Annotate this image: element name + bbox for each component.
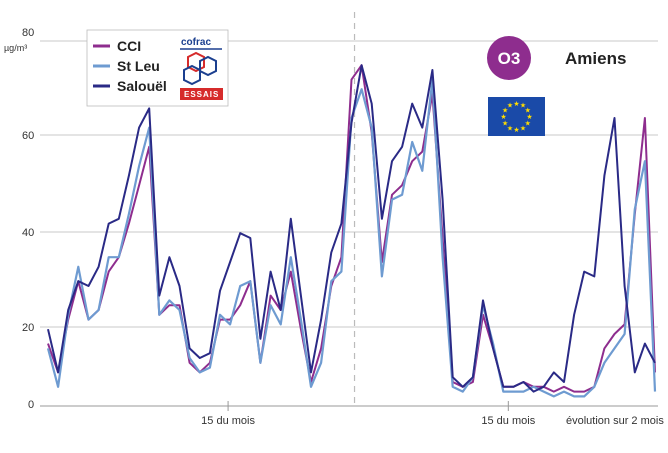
x-axis: 15 du mois 15 du mois bbox=[201, 401, 536, 427]
eu-star-icon: ★ bbox=[520, 102, 526, 110]
eu-star-icon: ★ bbox=[520, 124, 526, 132]
y-axis-unit: µg/m³ bbox=[4, 43, 27, 53]
series-layer bbox=[46, 64, 657, 398]
eu-star-icon: ★ bbox=[525, 107, 531, 115]
grid bbox=[40, 40, 658, 407]
y-tick-40: 40 bbox=[22, 227, 34, 239]
cofrac-hexagon-blue-2 bbox=[183, 64, 201, 86]
x-tick-label: 15 du mois bbox=[201, 415, 255, 427]
cofrac-essais-band bbox=[180, 88, 223, 100]
pollutant-label: O3 bbox=[498, 49, 521, 68]
period-note: évolution sur 2 mois bbox=[566, 415, 664, 427]
legend-label-salouel: Salouël bbox=[117, 78, 167, 94]
legend-label-st-leu: St Leu bbox=[117, 58, 160, 74]
eu-star-icon: ★ bbox=[507, 102, 513, 110]
legend: CCI St Leu Salouël cofrac ESSAIS bbox=[86, 29, 229, 107]
eu-star-icon: ★ bbox=[500, 113, 506, 121]
eu-star-icon: ★ bbox=[507, 124, 513, 132]
eu-star-icon: ★ bbox=[502, 120, 508, 128]
eu-flag-field bbox=[488, 97, 545, 136]
eu-star-icon: ★ bbox=[513, 100, 519, 108]
eu-flag-stars: ★ ★★★★★★★★★★★ bbox=[500, 100, 532, 134]
legend-label-cci: CCI bbox=[117, 38, 141, 54]
y-axis: 80 µg/m³ 60 40 20 0 bbox=[4, 27, 34, 411]
pollutant-circle bbox=[487, 36, 531, 80]
eu-star-icon: ★ bbox=[513, 126, 519, 134]
cofrac-essais-label: ESSAIS bbox=[184, 90, 219, 99]
y-tick-80: 80 bbox=[22, 27, 34, 39]
eu-flag-icon: ★ ★★★★★★★★★★★ bbox=[488, 97, 545, 136]
series-line-salou-l bbox=[47, 64, 656, 393]
eu-star-icon: ★ bbox=[526, 113, 532, 121]
y-tick-60: 60 bbox=[22, 130, 34, 142]
cofrac-logo: cofrac ESSAIS bbox=[180, 37, 223, 100]
eu-star-icon: ★ bbox=[525, 120, 531, 128]
y-tick-20: 20 bbox=[22, 322, 34, 334]
pollutant-badge: O3 Amiens bbox=[487, 36, 626, 80]
cofrac-wordmark: cofrac bbox=[181, 37, 211, 48]
series-line-cci bbox=[47, 64, 656, 393]
eu-star-icon: ★ bbox=[502, 107, 508, 115]
y-tick-0: 0 bbox=[28, 399, 34, 411]
city-label: Amiens bbox=[565, 49, 626, 68]
x-tick-label: 15 du mois bbox=[481, 415, 535, 427]
